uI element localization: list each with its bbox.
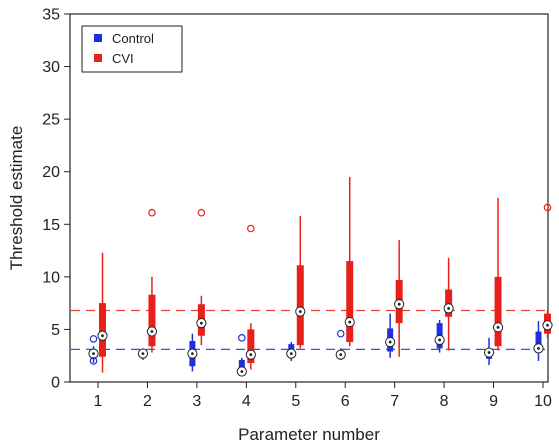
control-median-dot — [487, 351, 491, 354]
legend-swatch-cvi — [94, 54, 102, 62]
y-tick-label: 30 — [42, 59, 60, 76]
control-median-dot — [339, 353, 343, 357]
x-tick-label: 6 — [341, 393, 350, 410]
control-outlier — [89, 357, 98, 365]
x-tick-label: 10 — [534, 393, 552, 410]
control-median-dot — [190, 352, 194, 356]
cvi-median-dot — [298, 310, 302, 313]
cvi-box — [494, 276, 502, 347]
cvi-median-dot — [348, 320, 352, 324]
cvi-box — [296, 265, 304, 346]
legend-swatch-control — [94, 34, 102, 42]
x-tick-label: 8 — [440, 393, 449, 410]
legend: Control CVI — [81, 25, 183, 73]
y-axis-label: Threshold estimate — [7, 126, 26, 271]
y-tick-label: 25 — [42, 112, 60, 129]
y-tick-label: 35 — [42, 7, 60, 24]
control-median-dot — [289, 352, 293, 356]
cvi-median-dot — [101, 334, 104, 338]
x-tick-label: 5 — [291, 393, 300, 410]
cvi-median-dot — [150, 330, 154, 333]
control-outlier — [89, 335, 98, 343]
cvi-median-dot — [496, 325, 500, 329]
y-tick-label: 0 — [51, 375, 60, 392]
control-median-dot — [92, 352, 95, 356]
cvi-outlier — [197, 208, 206, 217]
x-axis-label: Parameter number — [238, 425, 380, 444]
control-outlier — [336, 329, 345, 338]
x-tick-label: 1 — [94, 393, 103, 410]
legend-label-cvi: CVI — [112, 51, 134, 66]
cvi-box — [148, 294, 156, 347]
x-tick-label: 2 — [143, 393, 152, 410]
legend-box — [81, 25, 183, 73]
cvi-outlier — [543, 203, 552, 212]
x-tick-label: 4 — [242, 393, 251, 410]
control-median-dot — [388, 340, 392, 344]
legend-label-control: Control — [112, 31, 154, 46]
x-tick-label: 7 — [390, 393, 399, 410]
control-outlier — [238, 334, 246, 342]
cvi-median-dot — [199, 321, 203, 325]
x-tick-label: 3 — [192, 393, 201, 410]
cvi-box — [346, 261, 354, 343]
cvi-box — [99, 303, 106, 357]
y-tick-label: 5 — [51, 322, 60, 339]
plot-area-frame — [69, 13, 549, 383]
control-box — [535, 331, 542, 353]
cvi-box — [247, 329, 255, 364]
cvi-median-dot — [397, 302, 401, 306]
y-tick-label: 20 — [42, 164, 60, 181]
y-tick-label: 15 — [42, 217, 60, 234]
y-tick-label: 10 — [42, 269, 60, 286]
cvi-median-dot — [447, 307, 451, 310]
control-median-dot — [141, 352, 145, 356]
control-median-dot — [240, 370, 244, 373]
x-tick-label: 9 — [489, 393, 498, 410]
control-median-dot — [537, 346, 540, 350]
cvi-median-dot — [546, 323, 549, 327]
control-median-dot — [438, 338, 442, 342]
cvi-median-dot — [249, 353, 253, 357]
cvi-outlier — [148, 208, 156, 217]
cvi-outlier — [247, 224, 255, 233]
cvi-box — [445, 289, 453, 317]
